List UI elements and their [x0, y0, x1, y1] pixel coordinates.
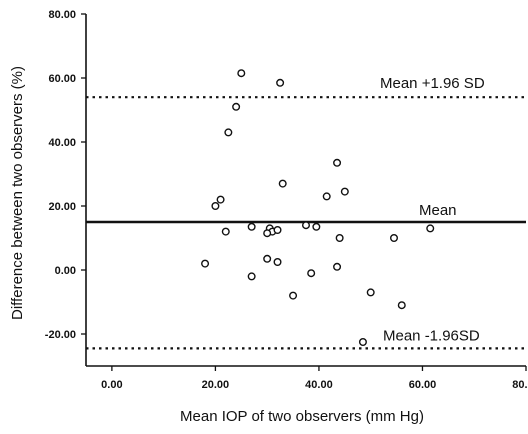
data-point: [273, 225, 282, 234]
data-point: [307, 269, 316, 278]
reference-lines: Mean +1.96 SD Mean Mean -1.96SD: [86, 75, 526, 350]
y-axis-label: Difference between two observers (%): [9, 66, 26, 320]
x-tick-label: 60.00: [409, 379, 437, 391]
reference-line-label: Mean +1.96 SD: [380, 75, 485, 92]
y-tick-label: 40.00: [48, 137, 76, 149]
data-point: [335, 233, 344, 242]
data-point: [237, 69, 246, 78]
data-point: [302, 221, 311, 230]
data-point: [390, 233, 399, 242]
data-point: [426, 224, 435, 233]
x-axis-label: Mean IOP of two observers (mm Hg): [180, 408, 424, 425]
data-point: [201, 259, 210, 268]
data-point: [216, 195, 225, 204]
data-point: [247, 222, 256, 231]
reference-line-label: Mean -1.96SD: [383, 327, 480, 344]
y-tick-label: 0.00: [55, 265, 76, 277]
x-tick-label: 80.00: [512, 379, 528, 391]
data-point: [232, 102, 241, 111]
data-point: [322, 192, 331, 201]
data-point: [340, 187, 349, 196]
data-points: [201, 69, 435, 347]
axes: 0.00 20.00 40.00 60.00 80.00 -20.00 0.00 20.00 4…: [45, 9, 528, 391]
labels: Mean IOP of two observers (mm Hg) Differ…: [9, 66, 424, 425]
reference-line-label: Mean: [419, 202, 457, 219]
data-point: [276, 78, 285, 87]
data-point: [289, 291, 298, 300]
data-point: [221, 227, 230, 236]
data-point: [263, 254, 272, 263]
data-point: [224, 128, 233, 137]
data-point: [273, 258, 282, 267]
data-point: [358, 338, 367, 347]
x-tick-label: 0.00: [101, 379, 122, 391]
x-tick-label: 40.00: [305, 379, 333, 391]
data-point: [333, 262, 342, 271]
data-point: [278, 179, 287, 188]
y-tick-label: 60.00: [48, 73, 76, 85]
data-point: [366, 288, 375, 297]
data-point: [263, 229, 272, 238]
x-tick-label: 20.00: [202, 379, 230, 391]
data-point: [333, 158, 342, 167]
y-tick-label: 20.00: [48, 201, 76, 213]
data-point: [397, 301, 406, 310]
data-point: [312, 222, 321, 231]
y-tick-label: 80.00: [48, 9, 76, 21]
y-tick-label: -20.00: [45, 329, 76, 341]
data-point: [211, 201, 220, 210]
data-point: [247, 272, 256, 281]
